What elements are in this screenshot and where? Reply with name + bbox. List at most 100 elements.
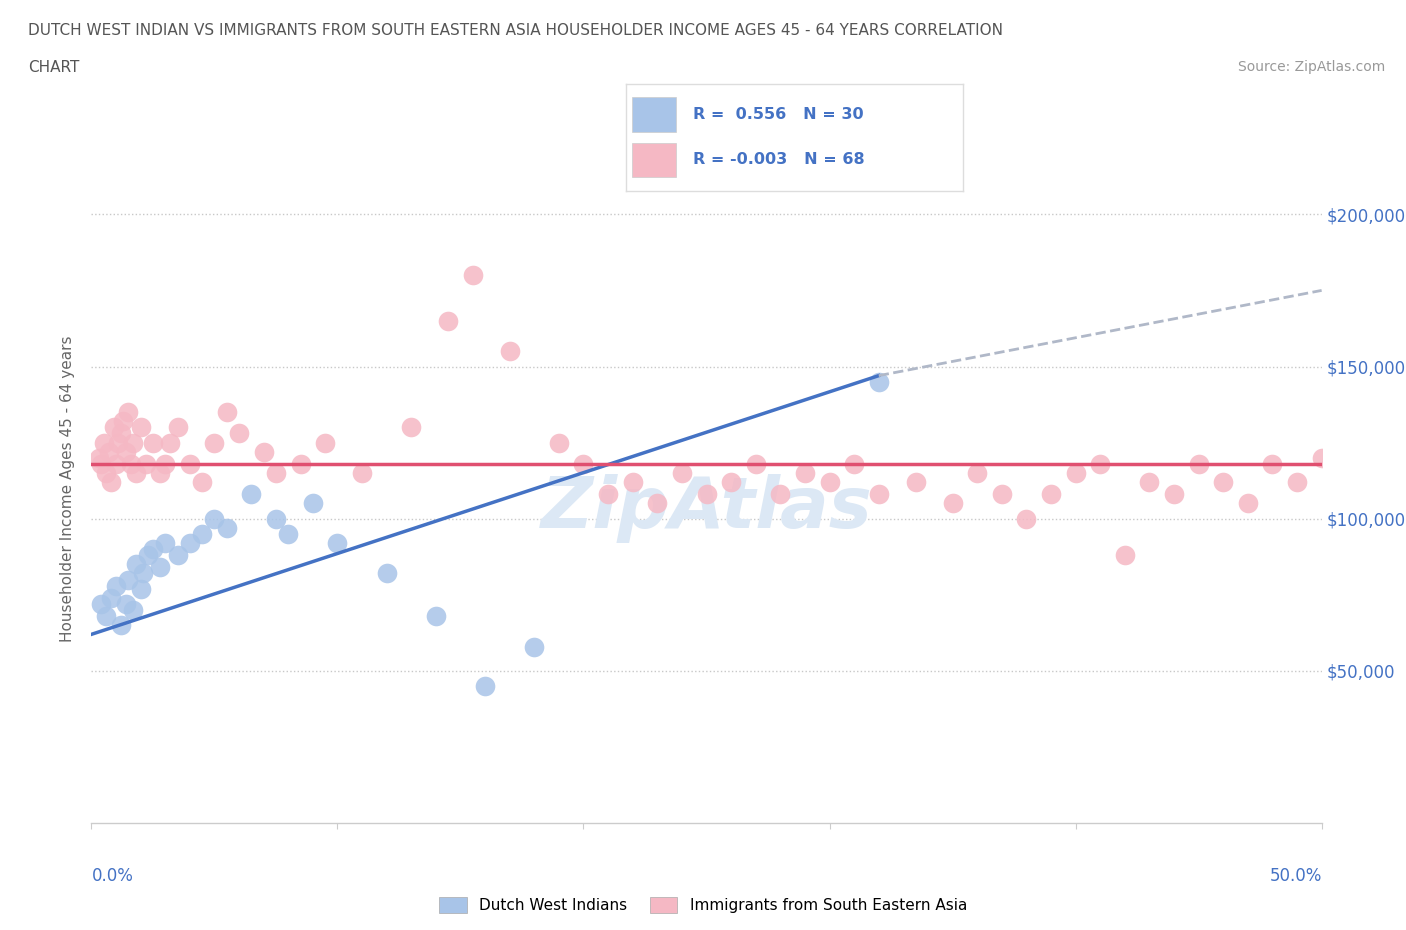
- Point: [135, 457, 157, 472]
- Point: [191, 526, 214, 541]
- Point: [179, 457, 201, 472]
- Point: [645, 496, 669, 511]
- Point: [671, 466, 693, 481]
- Point: [1261, 457, 1284, 472]
- Point: [90, 457, 112, 472]
- Point: [142, 435, 165, 450]
- Point: [1187, 457, 1209, 472]
- Point: [124, 557, 148, 572]
- Text: 50.0%: 50.0%: [1270, 867, 1322, 884]
- Point: [100, 591, 122, 605]
- Point: [114, 596, 138, 611]
- Point: [103, 420, 125, 435]
- Text: CHART: CHART: [28, 60, 80, 75]
- Y-axis label: Householder Income Ages 45 - 64 years: Householder Income Ages 45 - 64 years: [60, 335, 76, 642]
- Point: [264, 466, 287, 481]
- Point: [548, 435, 571, 450]
- Point: [375, 566, 398, 581]
- Point: [695, 487, 717, 502]
- Point: [149, 466, 172, 481]
- Point: [228, 426, 250, 441]
- Point: [112, 414, 135, 429]
- Point: [166, 548, 188, 563]
- Point: [868, 487, 890, 502]
- Text: Source: ZipAtlas.com: Source: ZipAtlas.com: [1237, 60, 1385, 74]
- Point: [1088, 457, 1111, 472]
- Point: [290, 457, 312, 472]
- Point: [87, 450, 110, 465]
- Point: [572, 457, 595, 472]
- Text: R =  0.556   N = 30: R = 0.556 N = 30: [693, 107, 863, 122]
- Point: [100, 474, 122, 489]
- Point: [621, 474, 644, 489]
- Point: [1114, 548, 1136, 563]
- Point: [179, 536, 201, 551]
- Point: [97, 445, 120, 459]
- Point: [868, 374, 890, 389]
- Point: [110, 618, 132, 632]
- Point: [498, 344, 520, 359]
- Point: [215, 521, 238, 536]
- Text: R = -0.003   N = 68: R = -0.003 N = 68: [693, 153, 865, 167]
- Point: [399, 420, 422, 435]
- Point: [437, 313, 460, 328]
- Point: [842, 457, 865, 472]
- Point: [314, 435, 336, 450]
- Point: [1310, 450, 1333, 465]
- Point: [1064, 466, 1087, 481]
- Point: [96, 608, 117, 623]
- Point: [745, 457, 768, 472]
- Point: [132, 566, 155, 581]
- Point: [352, 466, 374, 481]
- Text: ZipAtlas: ZipAtlas: [541, 474, 872, 543]
- Text: DUTCH WEST INDIAN VS IMMIGRANTS FROM SOUTH EASTERN ASIA HOUSEHOLDER INCOME AGES : DUTCH WEST INDIAN VS IMMIGRANTS FROM SOU…: [28, 23, 1002, 38]
- Point: [105, 457, 127, 472]
- Point: [129, 581, 152, 596]
- Point: [202, 512, 225, 526]
- Bar: [633, 97, 676, 132]
- Point: [904, 474, 927, 489]
- Point: [326, 536, 349, 551]
- Point: [120, 457, 142, 472]
- Point: [240, 487, 263, 502]
- Point: [114, 445, 138, 459]
- Point: [153, 536, 177, 551]
- Point: [474, 679, 496, 694]
- Point: [523, 639, 546, 654]
- Point: [166, 420, 188, 435]
- Point: [90, 596, 112, 611]
- Point: [215, 405, 238, 419]
- Point: [149, 560, 172, 575]
- Point: [117, 572, 139, 587]
- Point: [117, 405, 139, 419]
- Point: [129, 420, 152, 435]
- Legend: Dutch West Indians, Immigrants from South Eastern Asia: Dutch West Indians, Immigrants from Sout…: [434, 893, 972, 918]
- Text: 0.0%: 0.0%: [91, 867, 134, 884]
- Point: [153, 457, 177, 472]
- Point: [264, 512, 287, 526]
- Point: [191, 474, 214, 489]
- Point: [253, 445, 276, 459]
- Point: [941, 496, 963, 511]
- Point: [122, 603, 145, 618]
- Point: [93, 435, 115, 450]
- Point: [1015, 512, 1038, 526]
- Point: [1139, 474, 1161, 489]
- Point: [159, 435, 181, 450]
- Point: [277, 526, 299, 541]
- Point: [769, 487, 792, 502]
- Point: [425, 608, 447, 623]
- Point: [1212, 474, 1234, 489]
- Point: [461, 268, 484, 283]
- Point: [96, 466, 117, 481]
- Bar: [633, 142, 676, 178]
- Point: [110, 426, 132, 441]
- Point: [1285, 474, 1308, 489]
- Point: [1237, 496, 1260, 511]
- Point: [107, 435, 129, 450]
- Point: [122, 435, 145, 450]
- Point: [142, 541, 165, 556]
- Point: [720, 474, 742, 489]
- Point: [990, 487, 1012, 502]
- Point: [301, 496, 323, 511]
